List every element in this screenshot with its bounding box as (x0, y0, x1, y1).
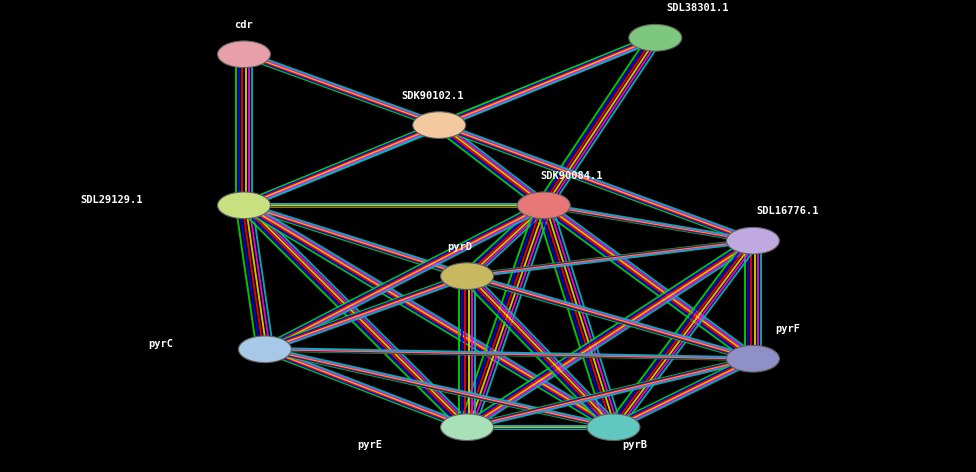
Text: pyrF: pyrF (775, 324, 800, 334)
Ellipse shape (218, 41, 270, 67)
Text: SDK90102.1: SDK90102.1 (401, 91, 464, 101)
Ellipse shape (238, 336, 292, 362)
Text: pyrD: pyrD (448, 242, 472, 252)
Text: pyrB: pyrB (622, 440, 647, 450)
Ellipse shape (587, 414, 640, 440)
Ellipse shape (726, 228, 780, 254)
Ellipse shape (726, 346, 780, 372)
Ellipse shape (218, 192, 270, 219)
Text: pyrC: pyrC (147, 339, 173, 349)
Text: pyrE: pyrE (357, 440, 382, 450)
Ellipse shape (517, 192, 570, 219)
Text: SDL38301.1: SDL38301.1 (666, 3, 728, 13)
Ellipse shape (440, 414, 494, 440)
Text: SDK90084.1: SDK90084.1 (541, 171, 603, 181)
Text: cdr: cdr (234, 20, 254, 30)
Text: SDL16776.1: SDL16776.1 (756, 206, 819, 216)
Ellipse shape (629, 25, 682, 51)
Text: SDL29129.1: SDL29129.1 (80, 195, 142, 205)
Ellipse shape (440, 263, 494, 289)
Ellipse shape (413, 112, 466, 138)
